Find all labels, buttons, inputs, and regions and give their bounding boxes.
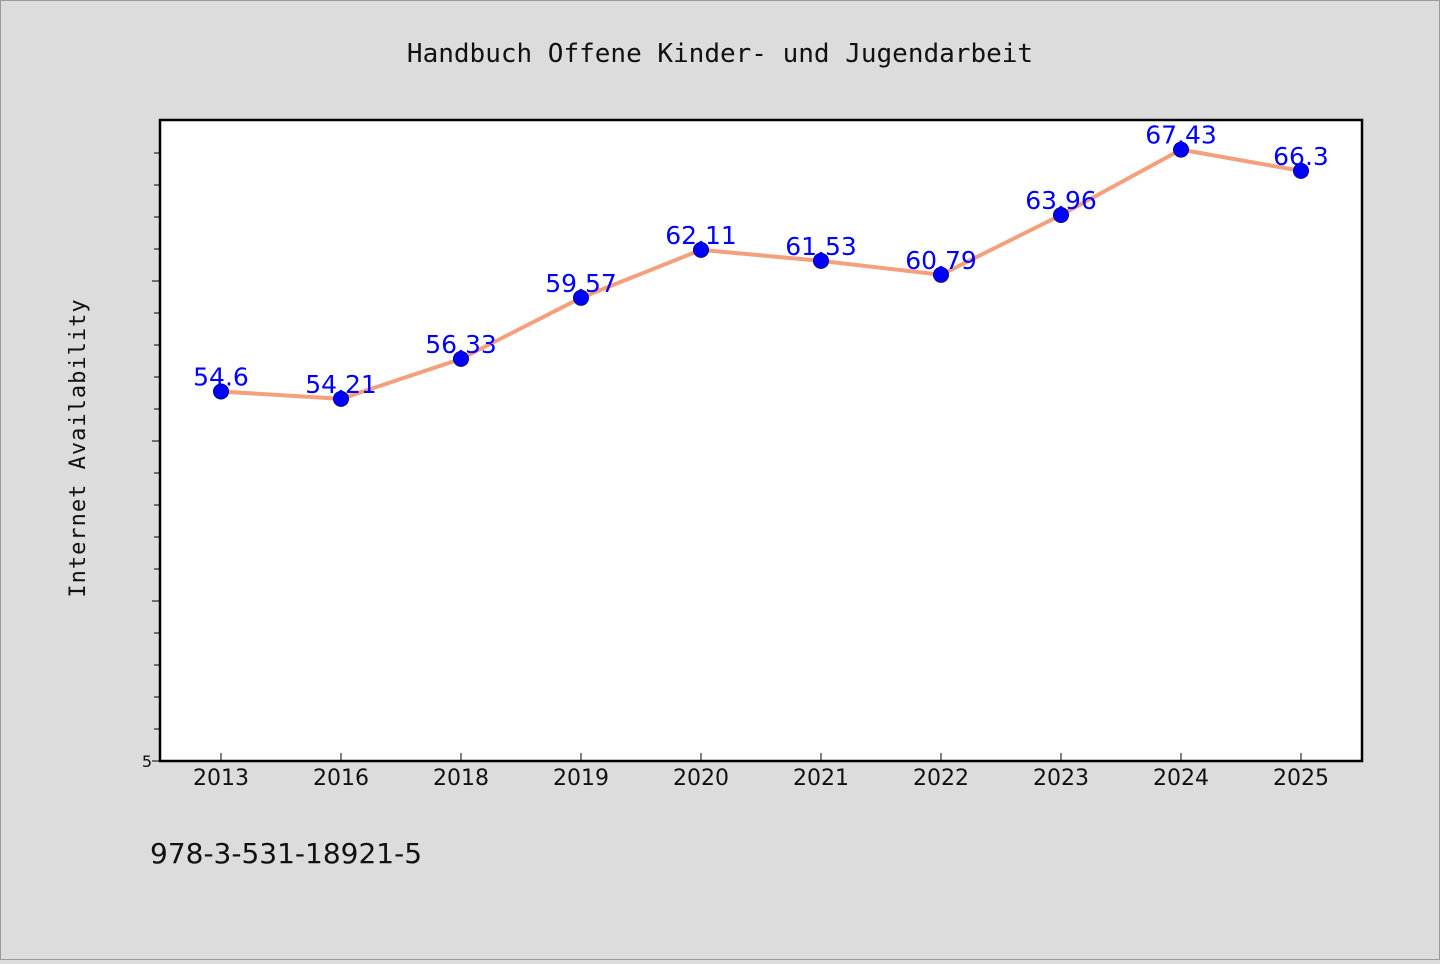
data-point: [1173, 141, 1189, 158]
x-tick-label: 2016: [313, 766, 369, 791]
data-point: [333, 390, 349, 407]
y-tick-label: 5: [142, 752, 152, 771]
data-label: 60.79: [905, 246, 977, 275]
data-label: 61.53: [785, 232, 857, 261]
data-point: [453, 350, 469, 367]
data-point: [573, 289, 589, 306]
y-axis-ticks: [152, 152, 160, 762]
series-points-layer: [213, 141, 1309, 407]
x-tick-label: 2013: [193, 766, 249, 791]
data-label: 54.21: [305, 370, 377, 399]
x-tick-label: 2023: [1033, 766, 1089, 791]
x-axis-ticks: 2013 2016 2018 2019 2020 2021 2022 2023 2024 2025: [193, 753, 1329, 791]
x-tick-label: 2025: [1273, 766, 1329, 791]
data-point: [1293, 162, 1309, 179]
data-label: 56.33: [425, 330, 497, 359]
x-tick-label: 2020: [673, 766, 729, 791]
x-tick-label: 2021: [793, 766, 849, 791]
data-point: [933, 266, 949, 283]
data-label: 66.3: [1273, 142, 1329, 171]
chart-title: Handbuch Offene Kinder- und Jugendarbeit: [407, 39, 1033, 69]
data-labels-layer: 54.6 54.21 56.33 59.57 62.11 61.53 60.79 63.96 6…: [193, 121, 1329, 399]
data-label: 63.96: [1025, 186, 1097, 215]
footer-isbn: 978-3-531-18921-5: [150, 837, 422, 870]
data-point: [813, 252, 829, 269]
x-tick-label: 2022: [913, 766, 969, 791]
series-line-layer: [219, 147, 1303, 401]
data-label: 59.57: [545, 269, 617, 298]
data-point: [693, 241, 709, 258]
series-line: [219, 147, 1303, 401]
data-point: [1053, 207, 1069, 224]
data-point: [213, 383, 229, 400]
data-label: 62.11: [665, 221, 737, 250]
y-axis-label: Internet Availability: [66, 298, 91, 597]
plot-area: [158, 118, 1364, 763]
data-label: 67.43: [1145, 121, 1217, 150]
x-tick-label: 2024: [1153, 766, 1209, 791]
data-label: 54.6: [193, 362, 249, 391]
x-tick-label: 2018: [433, 766, 489, 791]
x-tick-label: 2019: [553, 766, 609, 791]
